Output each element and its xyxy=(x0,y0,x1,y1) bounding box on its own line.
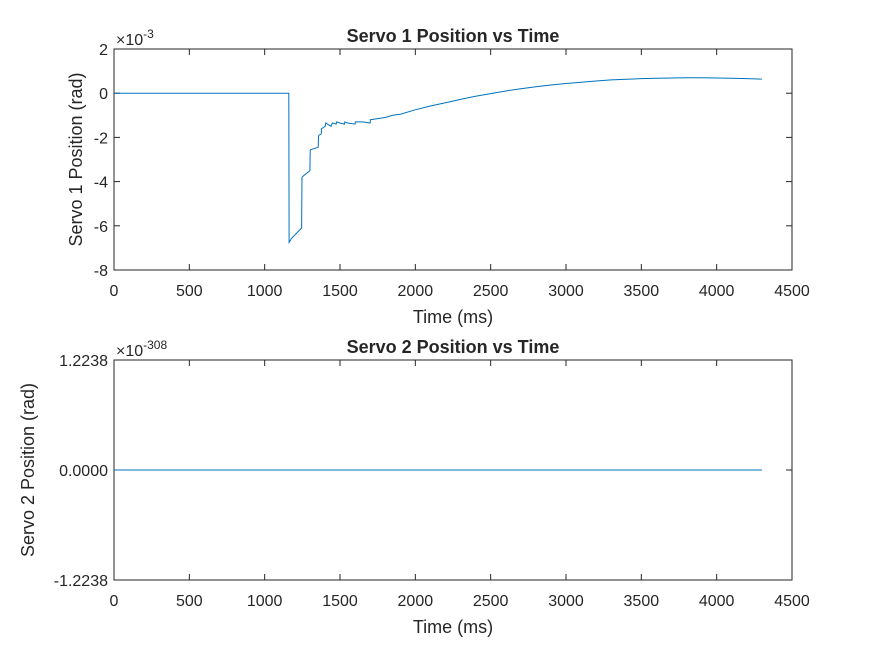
y-axis-label: Servo 1 Position (rad) xyxy=(66,72,86,246)
x-tick-label: 0 xyxy=(110,593,119,610)
x-tick-label: 4000 xyxy=(699,593,735,610)
x-tick-label: 3500 xyxy=(624,593,660,610)
x-tick-label: 1000 xyxy=(247,593,283,610)
x-tick-label: 2000 xyxy=(398,593,434,610)
y-tick-label: 1.2238 xyxy=(59,353,108,370)
chart-servo-1: Servo 1 Position vs Time Time (ms) Servo… xyxy=(66,26,810,327)
y-tick-label: -6 xyxy=(94,219,108,236)
x-tick-label: 1500 xyxy=(322,593,358,610)
y-exponent-label: ×10-3 xyxy=(116,27,154,49)
x-ticks: 0 500 1000 1500 2000 2500 3000 3500 4000 4500 xyxy=(110,360,810,610)
x-tick-label: 2000 xyxy=(398,283,434,300)
x-tick-label: 2500 xyxy=(473,593,509,610)
y-axis-label: Servo 2 Position (rad) xyxy=(18,383,38,557)
y-exponent-label: ×10-308 xyxy=(116,338,167,360)
y-ticks: -1.2238 0.0000 1.2238 xyxy=(54,353,792,590)
chart-title: Servo 2 Position vs Time xyxy=(347,337,560,357)
chart-title: Servo 1 Position vs Time xyxy=(347,26,560,46)
y-tick-label: -1.2238 xyxy=(54,573,108,590)
x-axis-label: Time (ms) xyxy=(413,307,493,327)
y-tick-label: -8 xyxy=(94,263,108,280)
x-tick-label: 0 xyxy=(110,283,119,300)
x-tick-label: 4000 xyxy=(699,283,735,300)
x-tick-label: 4500 xyxy=(774,283,810,300)
x-ticks: 0 500 1000 1500 2000 2500 3000 3500 4000 4500 xyxy=(110,49,810,300)
y-tick-label: -4 xyxy=(94,175,108,192)
y-ticks: -8 -6 -4 -2 0 2 xyxy=(94,42,792,280)
x-tick-label: 2500 xyxy=(473,283,509,300)
x-tick-label: 3500 xyxy=(624,283,660,300)
x-tick-label: 3000 xyxy=(548,593,584,610)
x-tick-label: 1500 xyxy=(322,283,358,300)
plot-area xyxy=(113,48,793,271)
y-tick-label: 2 xyxy=(99,42,108,59)
x-tick-label: 4500 xyxy=(774,593,810,610)
x-tick-label: 500 xyxy=(176,283,203,300)
x-tick-label: 3000 xyxy=(548,283,584,300)
x-axis-label: Time (ms) xyxy=(413,617,493,637)
series-line xyxy=(114,77,762,245)
x-tick-label: 1000 xyxy=(247,283,283,300)
y-tick-label: 0.0000 xyxy=(59,463,108,480)
x-tick-label: 500 xyxy=(176,593,203,610)
y-tick-label: 0 xyxy=(99,86,108,103)
chart-servo-2: Servo 2 Position vs Time Time (ms) Servo… xyxy=(18,337,810,637)
y-tick-label: -2 xyxy=(94,130,108,147)
